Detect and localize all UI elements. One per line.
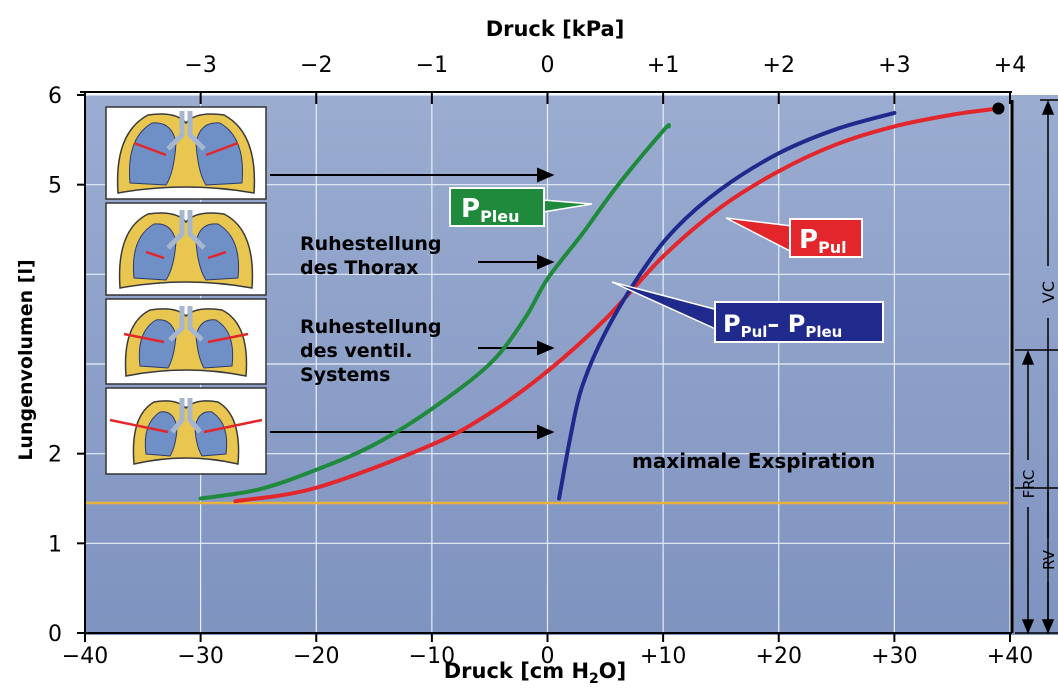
y-tick-label-2: 2 (48, 443, 62, 468)
x-tick-label-bottom-4: 0 (541, 644, 555, 669)
volume-brackets (1010, 99, 1058, 634)
x-tick-label-bottom-5: +10 (640, 644, 686, 669)
series-line-ppul (233, 106, 1001, 504)
max-expiration-label: maximale Exspiration (632, 449, 875, 473)
label-ppleu: PPleu (449, 187, 593, 227)
annotation-system-line3: Systems (300, 364, 390, 386)
x-axis-title-main: Druck [cm H (444, 659, 589, 683)
label-diff-text: PPul– PPleu (723, 310, 842, 341)
annotation-thorax-line1: Ruhestellung (300, 233, 442, 255)
x-tick-label-bottom-2: −20 (293, 644, 339, 669)
x-tick-label-bottom-7: +30 (871, 644, 917, 669)
bracket-label-frc: FRC (1020, 470, 1038, 499)
y-axis-title: Lungenvolumen [l] (15, 259, 37, 460)
label-ppul-text: PPul (799, 225, 847, 257)
y-tick-label-0: 0 (48, 622, 62, 647)
label-ppul: PPul (725, 217, 863, 258)
y-tick-label-1: 1 (48, 532, 62, 557)
x-tick-label-bottom-3: −10 (409, 644, 455, 669)
tick-layer: −40 −30 −20 −10 0 +10 +20 +30 +40−3 −2 −1 0 +1 +2 +3 +4… (48, 53, 1033, 669)
x-tick-label-bottom-8: +40 (987, 644, 1033, 669)
x-tick-label-top-7: +4 (994, 53, 1026, 78)
x-tick-label-top-3: 0 (541, 53, 555, 78)
x-tick-label-bottom-0: −40 (62, 644, 108, 669)
x-tick-label-top-4: +1 (647, 53, 679, 78)
annotation-system-line2: des ventil. (300, 340, 413, 362)
annotation-thorax-line2: des Thorax (300, 257, 418, 279)
x-tick-label-bottom-6: +20 (756, 644, 802, 669)
lung-illustrations (105, 106, 267, 475)
pointer-arrows (270, 167, 555, 440)
x-axis-title-tail: O] (599, 659, 626, 683)
y-tick-label-3: 5 (48, 174, 62, 199)
x-axis-title-top: Druck [kPa] (486, 17, 625, 41)
x-tick-label-bottom-1: −30 (177, 644, 223, 669)
lung-drawing-3 (123, 306, 249, 377)
series-line-ppleu (198, 123, 671, 501)
x-tick-label-top-2: −1 (416, 53, 448, 78)
lung-drawing-4 (109, 398, 263, 465)
bracket-label-rv: RV (1040, 549, 1058, 570)
x-tick-label-top-6: +3 (878, 53, 910, 78)
y-tick-label-4: 6 (48, 84, 62, 109)
x-tick-label-top-1: −2 (300, 53, 332, 78)
x-tick-label-top-5: +2 (763, 53, 795, 78)
lung-drawing-2 (118, 210, 254, 289)
label-ppul-minus-ppleu: PPul– PPleu (611, 281, 884, 343)
annotation-ruhestellung-system: Ruhestellung des ventil. Systems (300, 316, 448, 386)
x-tick-label-top-0: −3 (184, 53, 216, 78)
x-axis-title-bottom: Druck [cm H2O] (444, 659, 626, 686)
series-line-diff (557, 110, 897, 501)
x-axis-title-subscript: 2 (589, 671, 599, 686)
series-layer (198, 106, 1001, 504)
annotation-ruhestellung-thorax: Ruhestellung des Thorax (300, 233, 448, 279)
bracket-label-vc: VC (1039, 281, 1058, 303)
label-ppleu-text: PPleu (461, 194, 520, 226)
lung-drawing-1 (116, 111, 256, 194)
annotation-system-line1: Ruhestellung (300, 316, 442, 338)
endpoint-marker (992, 102, 1005, 115)
